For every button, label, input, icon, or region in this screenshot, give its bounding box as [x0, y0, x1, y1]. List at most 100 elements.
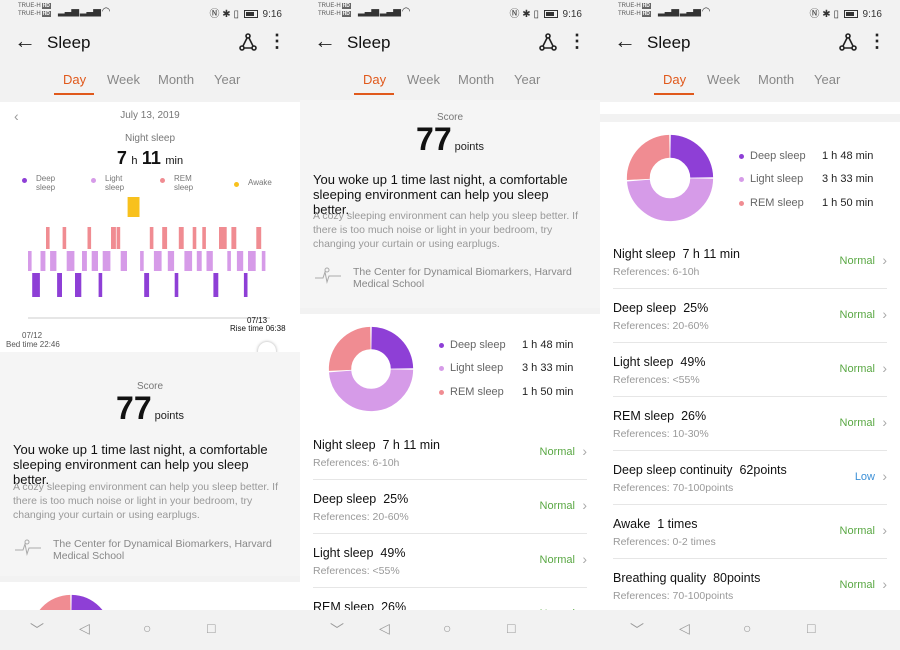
source-text: The Center for Dynamical Biomarkers, Har…	[53, 538, 272, 562]
back-arrow-icon[interactable]: ←	[14, 28, 36, 53]
metric-name: Night sleep 7 h 11 min	[313, 438, 440, 452]
nav-home-icon[interactable]: ○	[443, 620, 452, 636]
legend-light-name: Light sleep	[750, 173, 804, 185]
nav-down-icon[interactable]: ﹀	[30, 622, 44, 638]
tab-day[interactable]: Day	[63, 72, 87, 87]
share-icon[interactable]	[238, 32, 258, 52]
legend-item-light: Light sleep	[439, 362, 503, 374]
legend-rem-value: 1 h 50 min	[822, 197, 874, 209]
more-vert-icon[interactable]: ⋮	[268, 31, 286, 51]
biomarkers-logo-icon	[15, 539, 41, 556]
hypnogram-segment-deep	[98, 273, 103, 297]
tab-year[interactable]: Year	[214, 72, 241, 87]
hypnogram-segment-light	[153, 251, 162, 271]
breakdown-card: Deep sleep 1 h 48 min Light sleep 3 h 33…	[300, 314, 600, 642]
score-label: Score	[136, 381, 164, 392]
score-advice: A cozy sleeping environment can help you…	[13, 481, 278, 521]
legend-item-rem: REM sleep	[739, 197, 804, 209]
metric-row-deep-sleep[interactable]: Deep sleep 25% References: 20-60% Normal ›	[313, 480, 587, 534]
score-message: You woke up 1 time last night, a comfort…	[313, 172, 568, 217]
hypnogram-segment-light	[236, 251, 244, 271]
score-value: 77	[116, 390, 152, 426]
metric-row-night-sleep[interactable]: Night sleep 7 h 11 min References: 6-10h N…	[313, 426, 587, 480]
legend-deep-value: 1 h 48 min	[822, 150, 874, 162]
awake-dot-icon	[234, 182, 239, 187]
status-right: Ⓝ ✱ ▯ 9:16	[509, 9, 582, 20]
hypnogram-segment-light	[82, 251, 87, 271]
light-dot-icon	[91, 178, 96, 183]
metric-row-light-sleep[interactable]: Light sleep 49% References: <55% Normal ›	[613, 343, 887, 397]
metric-row-awake[interactable]: Awake 1 times References: 0-2 times Normal…	[613, 505, 887, 559]
nav-back-icon[interactable]: ◁	[379, 620, 390, 636]
prev-day-chevron-icon[interactable]: ‹	[14, 108, 19, 124]
metric-row-deep-sleep-continuity[interactable]: Deep sleep continuity 62points References…	[613, 451, 887, 505]
tab-month[interactable]: Month	[458, 72, 495, 87]
tab-year[interactable]: Year	[514, 72, 541, 87]
tab-week[interactable]: Week	[107, 72, 140, 87]
metric-name: Light sleep 49%	[613, 355, 706, 369]
tab-month[interactable]: Month	[758, 72, 795, 87]
status-bar: TRUE-H HD TRUE-H HD ▂▃▅ ▂▃▅ ◠ Ⓝ ✱ ▯ 9:16	[600, 0, 900, 24]
sleep-breakdown-donut	[626, 134, 714, 222]
donut-slice-rem	[626, 134, 671, 180]
rem-dot-icon	[439, 389, 444, 395]
nav-recents-icon[interactable]: □	[807, 620, 816, 636]
hypnogram-segment-light	[206, 251, 213, 271]
nav-back-icon[interactable]: ◁	[79, 620, 90, 636]
page-title: Sleep	[647, 33, 691, 52]
metric-status: Normal	[539, 554, 575, 566]
tab-week[interactable]: Week	[407, 72, 440, 87]
tab-day[interactable]: Day	[363, 72, 387, 87]
hypnogram-segment-deep	[243, 273, 248, 297]
metric-row-rem-sleep[interactable]: REM sleep 26% References: 10-30% Normal ›	[613, 397, 887, 451]
tab-month[interactable]: Month	[158, 72, 195, 87]
tab-year[interactable]: Year	[814, 72, 841, 87]
biomarkers-logo-icon	[315, 267, 341, 284]
share-icon[interactable]	[538, 32, 558, 52]
hypnogram-segment-deep	[174, 273, 179, 297]
hypnogram-segment-rem	[162, 227, 168, 249]
share-icon[interactable]	[838, 32, 858, 52]
nav-back-icon[interactable]: ◁	[679, 620, 690, 636]
more-vert-icon[interactable]: ⋮	[568, 31, 586, 51]
status-right: Ⓝ ✱ ▯ 9:16	[209, 9, 282, 20]
carrier-info: TRUE-H HD TRUE-H HD	[318, 3, 351, 17]
score-value-row: 77 points	[300, 121, 600, 158]
light-dot-icon	[739, 176, 744, 182]
back-arrow-icon[interactable]: ←	[314, 28, 336, 53]
metric-row-night-sleep[interactable]: Night sleep 7 h 11 min References: 6-10h N…	[613, 235, 887, 289]
metric-status: Normal	[839, 363, 875, 375]
hypnogram-segment-deep	[144, 273, 150, 297]
tab-week[interactable]: Week	[707, 72, 740, 87]
metric-name: Deep sleep 25%	[613, 301, 709, 315]
signal-icon: ▂▃▅ ▂▃▅ ◠	[58, 6, 110, 17]
hypnogram-segment-light	[28, 251, 32, 271]
duration-hours: 7	[116, 148, 127, 168]
nav-recents-icon[interactable]: □	[507, 620, 516, 636]
legend-deep-value: 1 h 48 min	[522, 339, 574, 351]
nav-down-icon[interactable]: ﹀	[330, 622, 344, 638]
tab-day[interactable]: Day	[663, 72, 687, 87]
rem-dot-icon	[739, 200, 744, 206]
nav-home-icon[interactable]: ○	[143, 620, 152, 636]
score-card: Score 77 points You woke up 1 time last n…	[300, 100, 600, 308]
signal-icon: ▂▃▅ ▂▃▅ ◠	[658, 6, 710, 17]
nav-home-icon[interactable]: ○	[743, 620, 752, 636]
hypnogram-segment-rem	[149, 227, 154, 249]
metric-row-light-sleep[interactable]: Light sleep 49% References: <55% Normal ›	[313, 534, 587, 588]
nav-down-icon[interactable]: ﹀	[630, 622, 644, 638]
metric-row-deep-sleep[interactable]: Deep sleep 25% References: 20-60% Normal ›	[613, 289, 887, 343]
status-bar: TRUE-H HD TRUE-H HD ▂▃▅ ▂▃▅ ◠ Ⓝ ✱ ▯ 9:16	[300, 0, 600, 24]
chevron-right-icon: ›	[582, 443, 587, 459]
metric-name: Breathing quality 80points	[613, 571, 761, 585]
deep-dot-icon	[439, 342, 444, 348]
metric-status: Low	[854, 471, 875, 483]
light-dot-icon	[439, 365, 444, 371]
more-vert-icon[interactable]: ⋮	[868, 31, 886, 51]
metric-row-breathing-quality[interactable]: Breathing quality 80points References: 70…	[613, 559, 887, 613]
nav-recents-icon[interactable]: □	[207, 620, 216, 636]
carrier-1: TRUE-H	[318, 3, 341, 9]
back-arrow-icon[interactable]: ←	[614, 28, 636, 53]
metric-name: Awake 1 times	[613, 517, 698, 531]
status-time: 9:16	[862, 9, 882, 20]
